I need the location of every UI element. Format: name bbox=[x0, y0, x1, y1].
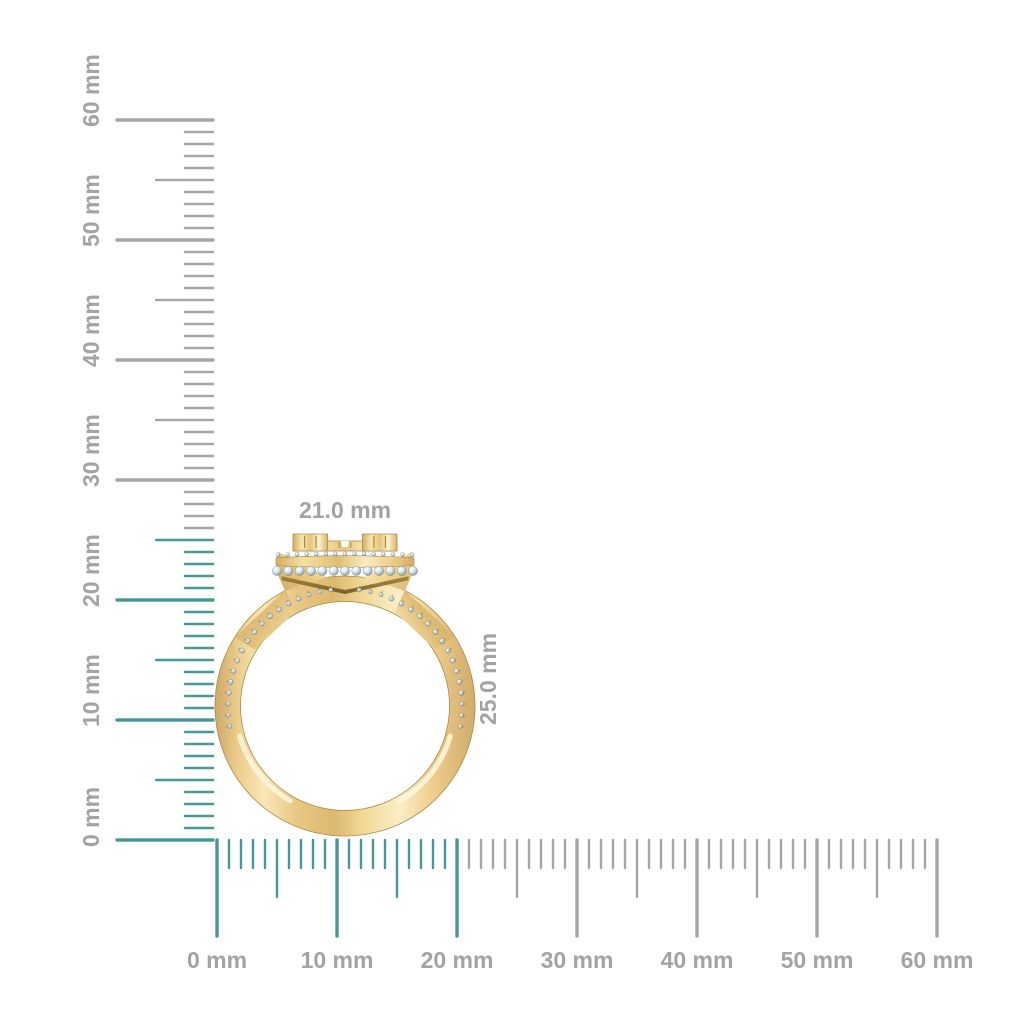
svg-text:30 mm: 30 mm bbox=[78, 414, 104, 487]
svg-text:30 mm: 30 mm bbox=[541, 947, 614, 973]
svg-text:50 mm: 50 mm bbox=[78, 174, 104, 247]
svg-text:40 mm: 40 mm bbox=[78, 294, 104, 367]
svg-text:40 mm: 40 mm bbox=[661, 947, 734, 973]
svg-text:20 mm: 20 mm bbox=[78, 534, 104, 607]
svg-text:21.0 mm: 21.0 mm bbox=[299, 497, 391, 523]
svg-text:60 mm: 60 mm bbox=[901, 947, 974, 973]
svg-text:20 mm: 20 mm bbox=[421, 947, 494, 973]
svg-text:0 mm: 0 mm bbox=[78, 787, 104, 847]
svg-text:0 mm: 0 mm bbox=[187, 947, 247, 973]
svg-text:10 mm: 10 mm bbox=[78, 654, 104, 727]
svg-text:10 mm: 10 mm bbox=[301, 947, 374, 973]
svg-text:50 mm: 50 mm bbox=[781, 947, 854, 973]
svg-text:60 mm: 60 mm bbox=[78, 54, 104, 127]
svg-text:25.0 mm: 25.0 mm bbox=[475, 633, 501, 725]
